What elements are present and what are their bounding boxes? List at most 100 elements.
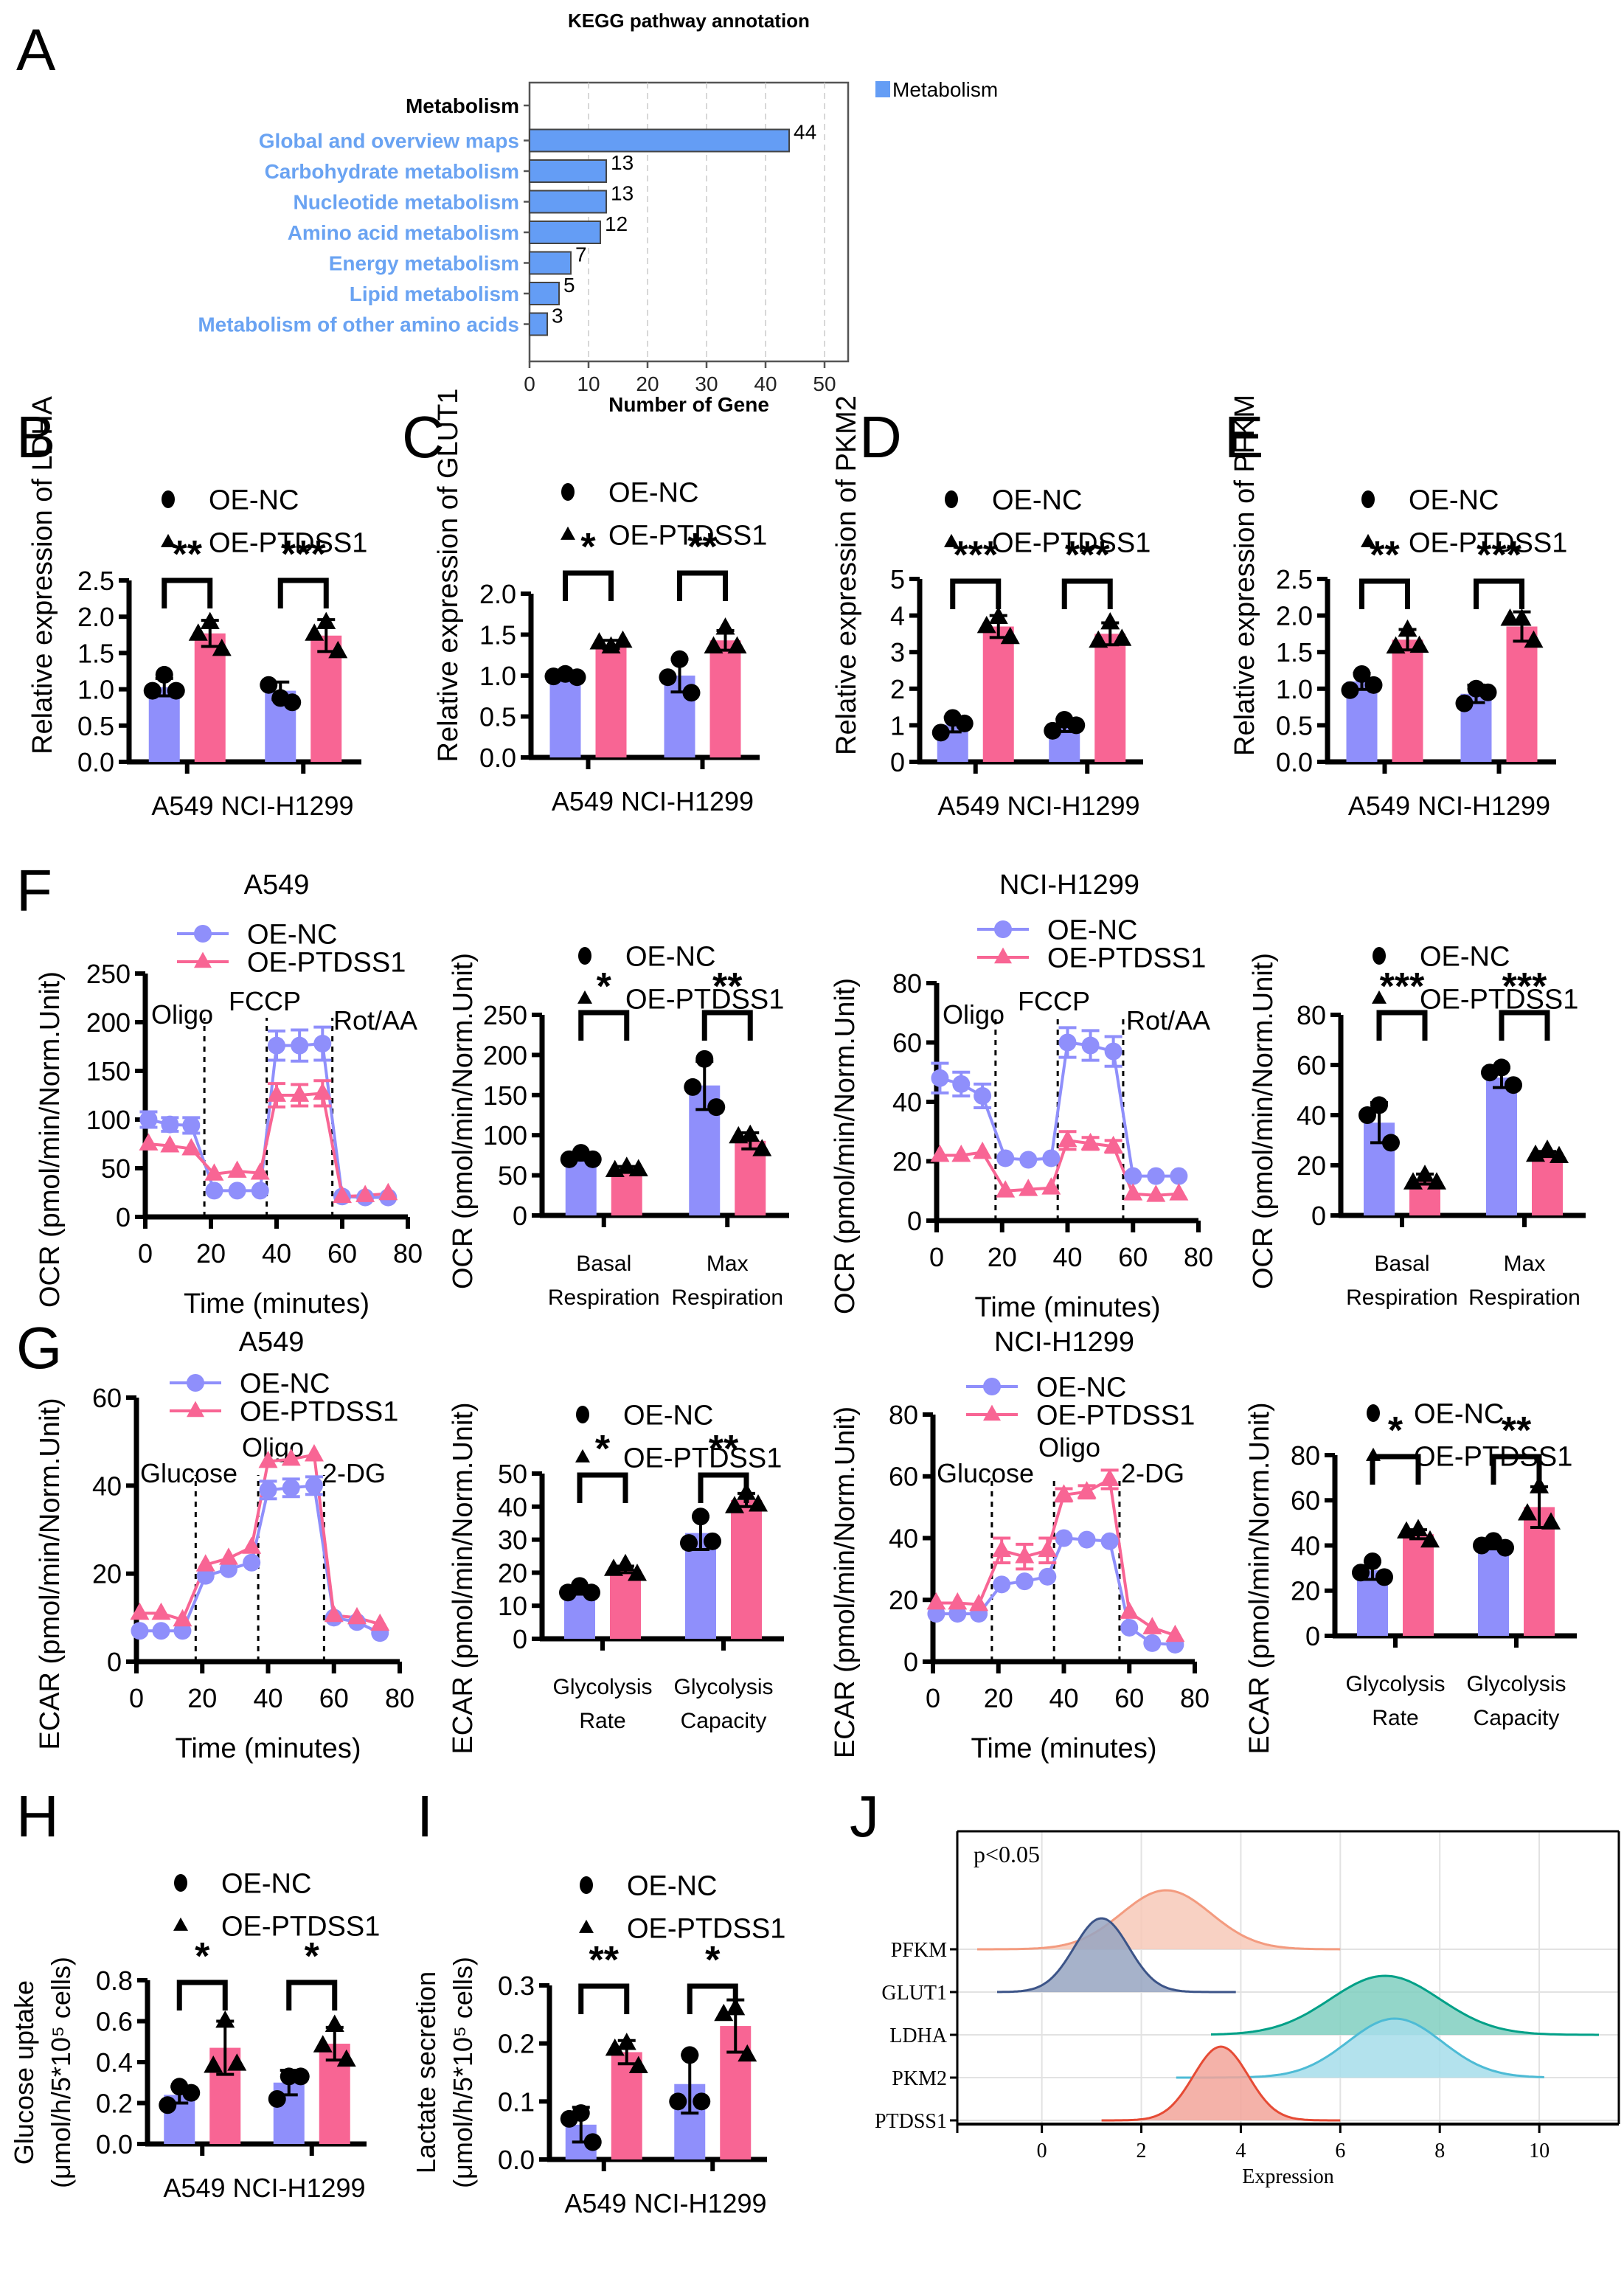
legend-label-oe-ptdss1: OE-PTDSS1 <box>1409 528 1567 559</box>
data-point-circle <box>139 1111 158 1128</box>
data-point-triangle <box>325 2014 344 2032</box>
significance-label: * <box>305 1935 320 1978</box>
data-point-circle <box>1358 1106 1376 1124</box>
y-axis-label: Relative expression of PFKM <box>1229 395 1260 756</box>
data-point-triangle <box>715 617 735 635</box>
y-tick-label: 60 <box>1291 1485 1320 1516</box>
data-point-triangle <box>195 1554 215 1572</box>
data-point-triangle <box>1089 630 1108 648</box>
data-point-circle <box>1170 1167 1188 1185</box>
density-line-glut1 <box>997 1917 1236 1994</box>
data-point-triangle <box>1420 1530 1440 1548</box>
data-point-triangle <box>130 1602 150 1620</box>
legend-marker-triangle-icon <box>983 1404 1001 1421</box>
y-tick-label: 40 <box>1291 1530 1320 1561</box>
legend-label-oe-ptdss1: OE-PTDSS1 <box>221 1912 380 1943</box>
kegg-bar <box>529 312 548 336</box>
panel-letter-i: I <box>417 1783 433 1849</box>
y-tick-label: 0 <box>907 1206 922 1236</box>
legend-marker-triangle-icon <box>561 526 575 540</box>
data-point-triangle <box>370 1613 390 1631</box>
panel-letter-e: E <box>1224 404 1263 470</box>
x-tick-label: 40 <box>1049 1683 1078 1713</box>
x-category-label: Respiration <box>671 1286 783 1310</box>
data-point-triangle <box>1000 626 1020 645</box>
injection-label: 2-DG <box>322 1458 386 1488</box>
y-tick-label: 2.0 <box>1276 601 1313 631</box>
data-label: 13 <box>611 151 634 174</box>
data-point-triangle <box>951 1144 971 1162</box>
significance-bracket <box>578 1010 630 1041</box>
y-category-label: LDHA <box>889 2025 948 2047</box>
x-category-labels: A549 NCI-H1299 <box>552 786 754 816</box>
data-label: 5 <box>563 274 575 296</box>
data-point-circle <box>583 2133 602 2151</box>
x-category-label: Max <box>707 1252 749 1276</box>
data-point-triangle <box>200 611 220 629</box>
panel-letter-c: C <box>402 404 445 470</box>
data-point-circle <box>159 2096 177 2114</box>
x-category-label: Rate <box>1372 1706 1418 1730</box>
significance-bracket <box>277 577 329 608</box>
legend-label-oe-nc: OE-NC <box>608 478 698 509</box>
legend-label-oe-nc: OE-NC <box>247 920 337 951</box>
data-point-circle <box>1143 1634 1162 1652</box>
legend-marker-circle-icon <box>983 1378 1001 1395</box>
panel-h-glucose-uptake-chart: 0.0 0.2 0.4 0.6 0.8 * * A549 NCI-H1299 Glucose u… <box>9 1869 380 2203</box>
significance-bracket <box>687 1983 738 2014</box>
significance-bracket <box>563 570 614 601</box>
data-point-triangle <box>1397 1521 1416 1539</box>
y-tick-label: 250 <box>483 1000 527 1030</box>
legend-marker-circle-icon <box>561 483 575 501</box>
data-label: 44 <box>794 121 816 144</box>
bar-oe-ptdss1-1 <box>731 1499 762 1639</box>
legend-marker-triangle-icon <box>994 947 1012 964</box>
data-point-circle <box>1055 1529 1073 1547</box>
legend-marker-triangle-icon <box>1372 990 1387 1004</box>
data-point-triangle <box>218 1547 238 1565</box>
significance-bracket <box>176 1980 228 2010</box>
significance-bracket <box>950 578 1002 609</box>
data-point-triangle <box>1518 1503 1537 1521</box>
significance-bracket <box>1370 1454 1421 1485</box>
y-axis-label: ECAR (pmol/min/Norm.Unit) <box>35 1398 66 1749</box>
x-tick-label: 60 <box>319 1683 349 1713</box>
x-axis-label: Expression <box>1242 2165 1333 2188</box>
significance-label: *** <box>1476 534 1521 577</box>
category-label: Global and overview maps <box>259 130 519 153</box>
data-point-circle <box>291 2067 310 2086</box>
data-point-triangle <box>173 1609 192 1627</box>
data-point-circle <box>1104 1042 1122 1061</box>
data-point-triangle <box>215 2010 235 2028</box>
injection-label: Rot/AA <box>333 1005 417 1035</box>
data-point-circle <box>974 1086 992 1105</box>
data-point-circle <box>692 1507 709 1526</box>
y-tick-label: 40 <box>892 1087 922 1117</box>
y-tick-label: 60 <box>892 1027 922 1058</box>
legend-label: Metabolism <box>892 78 998 101</box>
data-point-circle <box>1364 1552 1381 1570</box>
data-point-circle <box>259 1481 277 1499</box>
legend-marker-triangle-icon <box>161 533 176 547</box>
chart-title: A549 <box>239 1327 305 1358</box>
data-point-triangle <box>1550 1145 1569 1163</box>
data-point-triangle <box>304 1444 324 1462</box>
data-point-triangle <box>1415 1165 1434 1182</box>
y-axis-label: OCR (pmol/min/Norm.Unit) <box>448 953 479 1289</box>
legend-marker-circle-icon <box>162 490 175 508</box>
category-label: Amino acid metabolism <box>288 221 519 244</box>
data-point-circle <box>1058 1033 1077 1052</box>
y-tick-label: 1.0 <box>77 675 114 705</box>
data-point-triangle <box>1538 1139 1557 1157</box>
x-tick-label: 0 <box>929 1242 944 1272</box>
legend-marker-triangle-icon <box>173 1917 188 1931</box>
x-tick-label: 50 <box>813 372 836 395</box>
data-point-triangle <box>1100 612 1120 630</box>
legend-label-oe-nc: OE-NC <box>1409 485 1499 516</box>
data-point-triangle <box>1080 1132 1100 1151</box>
data-point-triangle <box>628 2055 648 2074</box>
data-point-circle <box>680 1534 698 1552</box>
panel-d-pkm2-chart: 0 1 2 3 4 5 *** *** A549 NCI-H1299 Relative expre… <box>831 395 1151 821</box>
data-point-triangle <box>316 611 336 629</box>
data-point-triangle <box>258 1451 278 1468</box>
